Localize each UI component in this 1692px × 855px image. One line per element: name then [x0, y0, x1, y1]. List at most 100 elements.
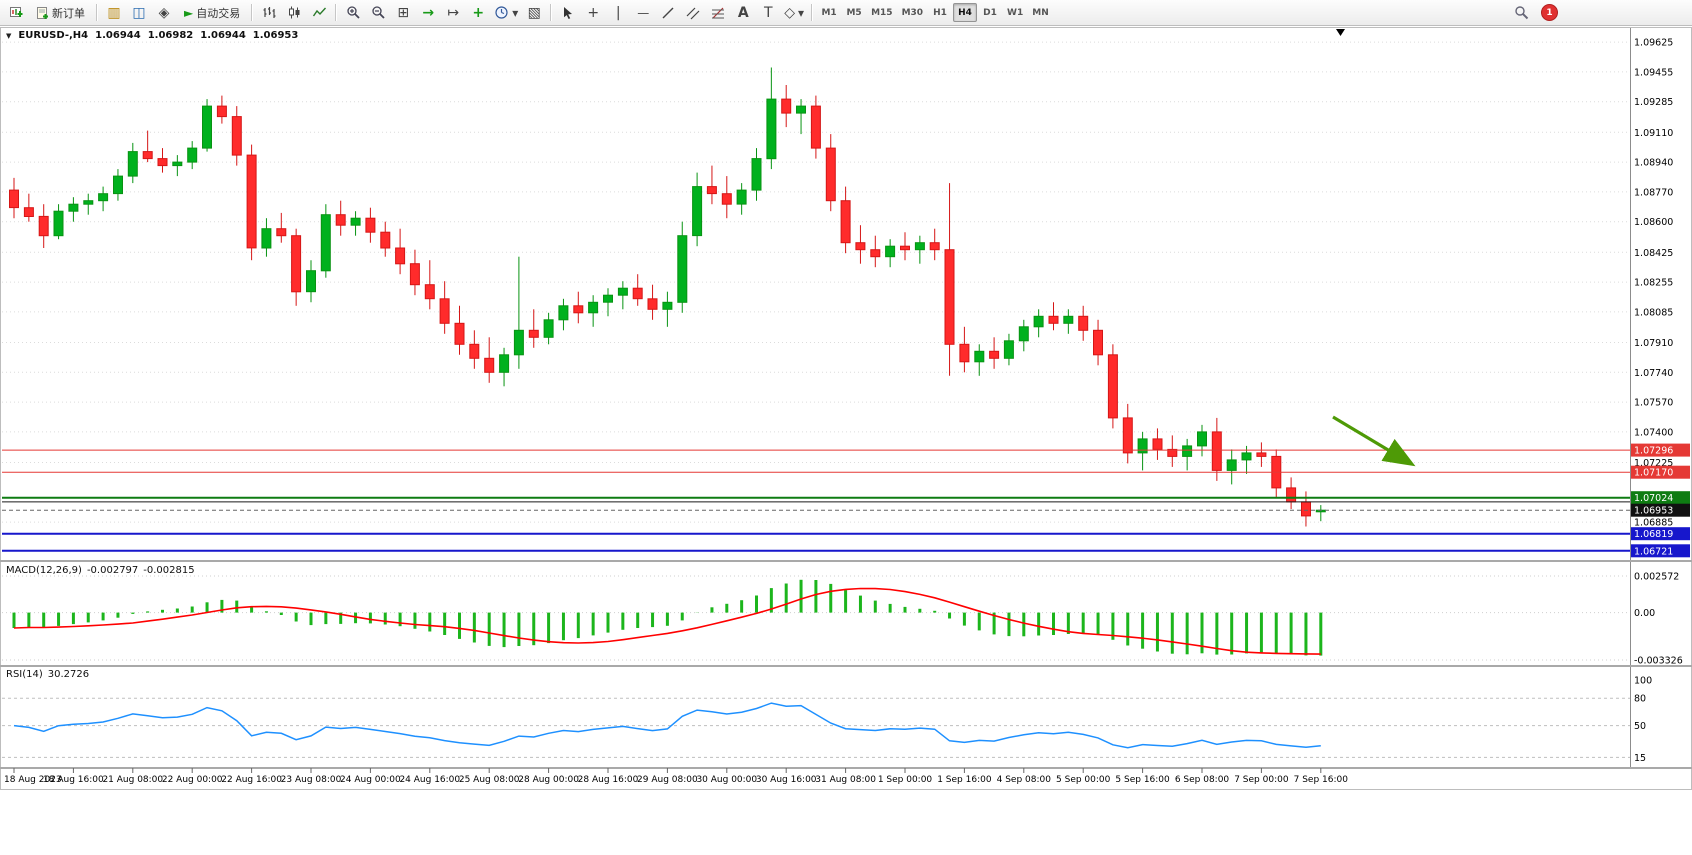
toolbar-separator — [550, 4, 553, 21]
timeframe-m5-button[interactable]: M5 — [842, 3, 866, 22]
shapes-button[interactable]: ◇ ▾ — [781, 2, 807, 23]
bars-chart-button[interactable] — [257, 2, 281, 23]
market-watch-button[interactable]: ◫ — [127, 2, 151, 23]
resistance-line-1-tag — [1631, 443, 1690, 457]
periods-button[interactable]: ▾ — [491, 2, 521, 23]
candle-body — [395, 247, 406, 265]
profiles-button[interactable]: ▥ — [102, 2, 126, 23]
timeframe-m30-button[interactable]: M30 — [898, 3, 927, 22]
time-axis-label: 28 Aug 16:00 — [578, 775, 639, 785]
candle-body — [23, 207, 34, 217]
timeframe-m1-button[interactable]: M1 — [817, 3, 841, 22]
templates-icon: ▧ — [527, 4, 541, 21]
target-line-1-tag — [1631, 527, 1690, 541]
templates-button[interactable]: ▧ — [522, 2, 546, 23]
price-axis-label: 1.06885 — [1634, 518, 1673, 529]
auto-scroll-icon: → — [422, 4, 435, 21]
candle-body — [216, 105, 227, 118]
price-axis-label: 1.07225 — [1634, 458, 1673, 469]
new-chart-button[interactable] — [4, 2, 28, 23]
annotation-arrow[interactable] — [1332, 415, 1416, 467]
toolbar: 新订单 ▥ ◫ ◈ ► 自动交易 — [0, 0, 1692, 26]
navigator-button[interactable]: ◈ — [152, 2, 176, 23]
candle-body — [9, 189, 19, 209]
tile-windows-button[interactable]: ⊞ — [391, 2, 415, 23]
horizontal-line-button[interactable]: — — [631, 2, 655, 23]
fibonacci-button[interactable] — [706, 2, 730, 23]
time-axis-label: 28 Aug 00:00 — [518, 775, 579, 785]
support-line-green-tag-label: 1.07024 — [1634, 493, 1673, 504]
rsi-axis-label: 80 — [1634, 694, 1646, 705]
rsi-axis-label: 100 — [1634, 676, 1652, 687]
time-axis-label: 4 Sep 08:00 — [997, 775, 1052, 785]
time-axis-label: 18 Aug 16:00 — [43, 775, 104, 785]
line-chart-button[interactable] — [307, 2, 331, 23]
candle-body — [469, 343, 480, 359]
candle-body — [68, 203, 79, 212]
fibonacci-icon — [712, 7, 725, 18]
timeframe-h1-button[interactable]: H1 — [928, 3, 952, 22]
candle-body — [439, 298, 450, 324]
candle-body — [38, 215, 49, 237]
candle-body — [1152, 438, 1163, 450]
trendline-button[interactable] — [656, 2, 680, 23]
candle-body — [246, 154, 257, 249]
candle-body — [736, 189, 747, 205]
candle-body — [573, 305, 584, 314]
timeframe-h4-button[interactable]: H4 — [953, 3, 978, 22]
candle-body — [142, 151, 153, 160]
chart-high-value: 1.06982 — [147, 30, 194, 41]
chart-close-value: 1.06953 — [252, 30, 299, 41]
chart-low-value: 1.06944 — [200, 30, 246, 41]
candle-body — [617, 287, 628, 296]
candle-body — [781, 98, 792, 114]
line-chart-icon — [312, 7, 326, 17]
candlesticks-button[interactable] — [282, 2, 306, 23]
price-axis-label: 1.09285 — [1634, 97, 1673, 108]
dropdown-arrow-icon: ▾ — [798, 5, 805, 20]
candle-body — [1286, 487, 1297, 503]
toolbar-separator — [251, 4, 254, 21]
autotrading-button[interactable]: ► 自动交易 — [177, 2, 247, 23]
symbol-dropdown-icon[interactable]: ▼ — [6, 32, 12, 40]
indicators-button[interactable]: + — [466, 2, 490, 23]
time-axis-label: 22 Aug 16:00 — [221, 775, 282, 785]
candle-body — [113, 175, 123, 195]
channel-button[interactable] — [681, 2, 705, 23]
auto-scroll-button[interactable]: → — [416, 2, 440, 23]
timeframe-d1-button[interactable]: D1 — [978, 3, 1002, 22]
timeframe-m15-button[interactable]: M15 — [867, 3, 896, 22]
price-axis-label: 1.08425 — [1634, 248, 1673, 259]
shapes-icon: ◇ — [784, 4, 796, 21]
search-button[interactable] — [1509, 2, 1533, 23]
chart-symbol-period: EURUSD-,H4 — [18, 30, 89, 41]
time-axis-label: 7 Sep 00:00 — [1234, 775, 1289, 785]
time-axis-label: 5 Sep 16:00 — [1115, 775, 1170, 785]
time-axis-label: 18 Aug 2023 — [4, 775, 62, 785]
candle-body — [380, 231, 391, 249]
zoom-in-button[interactable] — [341, 2, 365, 23]
time-axis-label: 21 Aug 08:00 — [102, 775, 163, 785]
navigator-icon: ◈ — [158, 4, 170, 21]
vertical-line-button[interactable]: | — [606, 2, 630, 23]
time-axis-label: 24 Aug 16:00 — [399, 775, 460, 785]
timeframe-mn-button[interactable]: MN — [1028, 3, 1053, 22]
macd-label: MACD(12,26,9) — [6, 565, 82, 576]
target-line-2-tag-label: 1.06721 — [1634, 546, 1673, 557]
crosshair-button[interactable]: + — [581, 2, 605, 23]
candle-body — [1063, 315, 1074, 324]
zoom-out-button[interactable] — [366, 2, 390, 23]
scroll-to-end-icon[interactable] — [1336, 29, 1345, 36]
timeframe-w1-button[interactable]: W1 — [1003, 3, 1027, 22]
text-label-button[interactable]: T — [756, 2, 780, 23]
chart-shift-button[interactable]: ↦ — [441, 2, 465, 23]
candle-body — [1107, 354, 1118, 419]
cursor-button[interactable] — [556, 2, 580, 23]
new-order-button[interactable]: 新订单 — [29, 2, 92, 23]
time-axis-label: 5 Sep 00:00 — [1056, 775, 1111, 785]
text-button[interactable]: A — [731, 2, 755, 23]
candle-body — [870, 249, 881, 258]
text-label-icon: T — [763, 4, 773, 21]
notification-badge[interactable]: 1 — [1541, 4, 1558, 21]
